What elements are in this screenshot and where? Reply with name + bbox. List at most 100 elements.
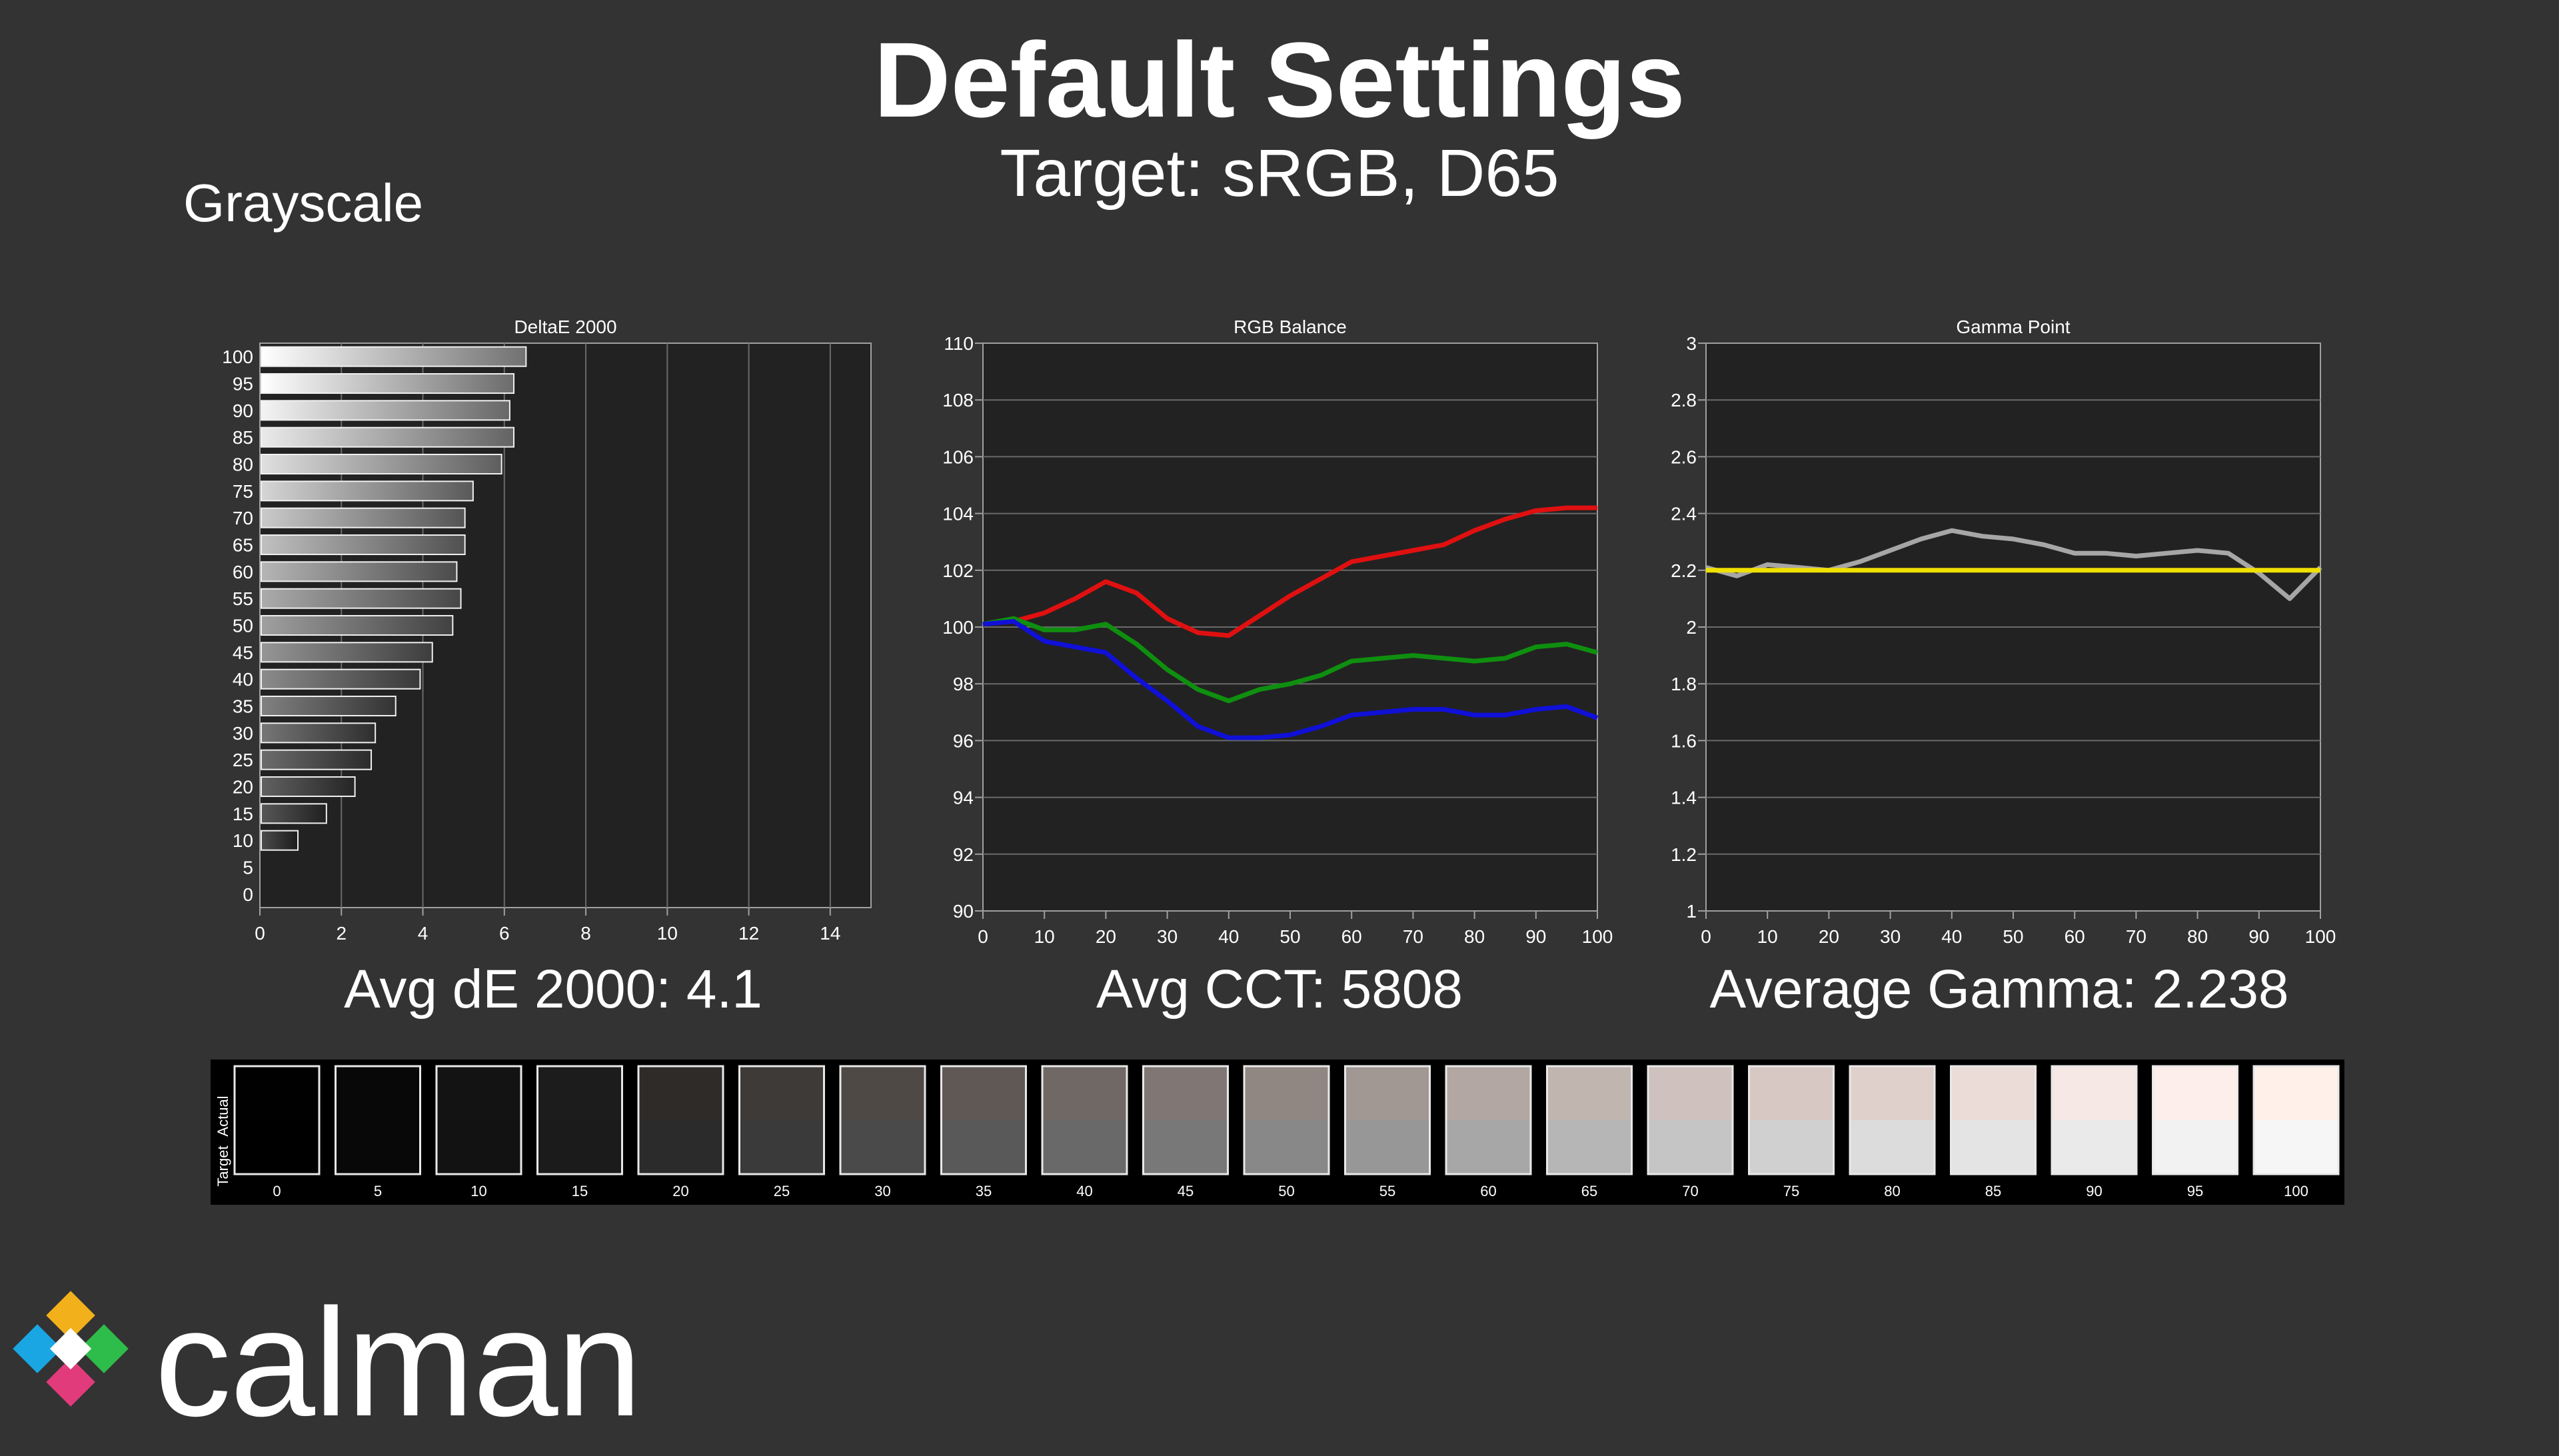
y-tick-label: 100 (942, 617, 974, 638)
y-tick-label: 90 (953, 901, 974, 922)
bar (261, 803, 327, 824)
y-tick-label: 102 (942, 560, 974, 581)
swatch-target (1648, 1120, 1733, 1174)
swatch-border (2152, 1065, 2238, 1175)
swatch-level-label: 55 (1379, 1183, 1395, 1199)
y-tick-label: 110 (944, 333, 974, 354)
y-tick-label: 5 (243, 858, 253, 878)
bar (261, 668, 421, 690)
x-tick-label: 20 (1819, 926, 1839, 947)
series-line-3 (982, 619, 1599, 740)
rgb-balance-chart: RGB Balance 90 92 94 96 98 100 102 104 106 108 110 0… (942, 317, 1613, 947)
y-tick-label: 65 (233, 535, 253, 556)
swatch-actual (2152, 1066, 2238, 1120)
series-line-1 (982, 505, 1597, 638)
x-tick-label: 90 (1525, 926, 1546, 947)
y-tick-label: 1.8 (1671, 674, 1697, 694)
y-tick-label: 35 (233, 696, 253, 717)
swatch-level-label: 45 (1178, 1183, 1194, 1199)
swatch-target (1850, 1120, 1935, 1174)
avg-de-label: Avg dE 2000: 4.1 (344, 959, 762, 1020)
actual-row-label: Actual (215, 1095, 231, 1136)
swatch-actual (1547, 1066, 1632, 1120)
y-tick-label: 80 (233, 454, 253, 475)
bar (261, 400, 510, 421)
page-subtitle: Target: sRGB, D65 (1000, 136, 1559, 211)
swatch-border (335, 1065, 421, 1175)
x-tick-label: 30 (1157, 926, 1178, 947)
swatch-border (1344, 1065, 1431, 1175)
bar (261, 588, 462, 609)
swatch-actual (2254, 1066, 2338, 1120)
swatch-actual (2052, 1066, 2136, 1120)
swatch-target (1951, 1120, 2036, 1174)
y-tick-label: 106 (942, 446, 974, 467)
bar (261, 642, 433, 663)
y-tick-label: 85 (233, 427, 253, 448)
y-tick-label: 2.4 (1671, 504, 1697, 524)
y-tick-label: 2 (1686, 617, 1697, 638)
bar (261, 749, 373, 770)
swatch-level-label: 85 (1985, 1183, 2001, 1199)
swatch-border (637, 1065, 724, 1175)
x-tick-label: 14 (820, 923, 840, 944)
swatch-level-label: 80 (1884, 1183, 1900, 1199)
y-tick-label: 1.2 (1671, 844, 1697, 865)
y-tick-label: 90 (233, 400, 253, 421)
swatch-level-label: 5 (374, 1183, 382, 1199)
swatch-actual (941, 1066, 1026, 1120)
x-tick-label: 4 (418, 923, 428, 944)
bar (261, 830, 299, 851)
swatch-level-label: 30 (874, 1183, 890, 1199)
x-tick-label: 80 (1464, 926, 1485, 947)
series-line-2 (982, 616, 1598, 704)
y-tick-label: 95 (233, 374, 253, 394)
swatch-border (536, 1065, 623, 1175)
swatch-level-label: 90 (2086, 1183, 2102, 1199)
x-tick-label: 50 (2003, 926, 2023, 947)
y-tick-label: 20 (233, 777, 253, 798)
x-tick-label: 0 (255, 923, 265, 944)
swatch-target (739, 1120, 824, 1174)
avg-cct-label: Avg CCT: 5808 (1096, 959, 1463, 1020)
x-tick-label: 100 (2305, 926, 2336, 947)
x-tick-label: 50 (1280, 926, 1300, 947)
x-tick-label: 12 (738, 923, 759, 944)
x-tick-label: 2 (336, 923, 347, 944)
swatch-border (839, 1065, 926, 1175)
y-tick-label: 30 (233, 723, 253, 744)
x-tick-label: 40 (1941, 926, 1962, 947)
y-tick-label: 104 (942, 504, 974, 524)
swatch-target (1446, 1120, 1531, 1174)
bar (261, 507, 466, 528)
y-tick-label: 75 (233, 481, 253, 502)
bar (261, 534, 466, 556)
swatch-border (2252, 1065, 2340, 1175)
chart-title: RGB Balance (1234, 317, 1347, 337)
swatch-border (1243, 1065, 1330, 1175)
x-tick-label: 0 (978, 926, 988, 947)
bar (261, 722, 377, 744)
x-tick-label: 30 (1880, 926, 1901, 947)
x-tick-label: 6 (499, 923, 510, 944)
swatch-border (1041, 1065, 1128, 1175)
swatch-actual (638, 1066, 723, 1120)
x-tick-label: 0 (1701, 926, 1711, 947)
y-tick-label: 10 (233, 830, 253, 851)
swatch-actual (1042, 1066, 1127, 1120)
x-tick-label: 60 (2065, 926, 2085, 947)
swatch-level-label: 60 (1480, 1183, 1496, 1199)
y-tick-label: 1.6 (1671, 730, 1697, 751)
swatch-target (1345, 1120, 1430, 1174)
chart-title: DeltaE 2000 (514, 317, 616, 337)
y-tick-label: 50 (233, 616, 253, 636)
swatch-target (941, 1120, 1026, 1174)
deltae-chart: DeltaE 2000 0 2 4 6 8 10 12 14 0 5 10 15 20 25 30 35 40 45… (222, 317, 872, 944)
bar (261, 776, 356, 798)
y-tick-label: 94 (953, 788, 974, 808)
y-tick-label: 3 (1686, 333, 1697, 354)
swatch-level-label: 20 (672, 1183, 688, 1199)
swatch-target (2254, 1120, 2338, 1174)
bar (261, 614, 454, 636)
